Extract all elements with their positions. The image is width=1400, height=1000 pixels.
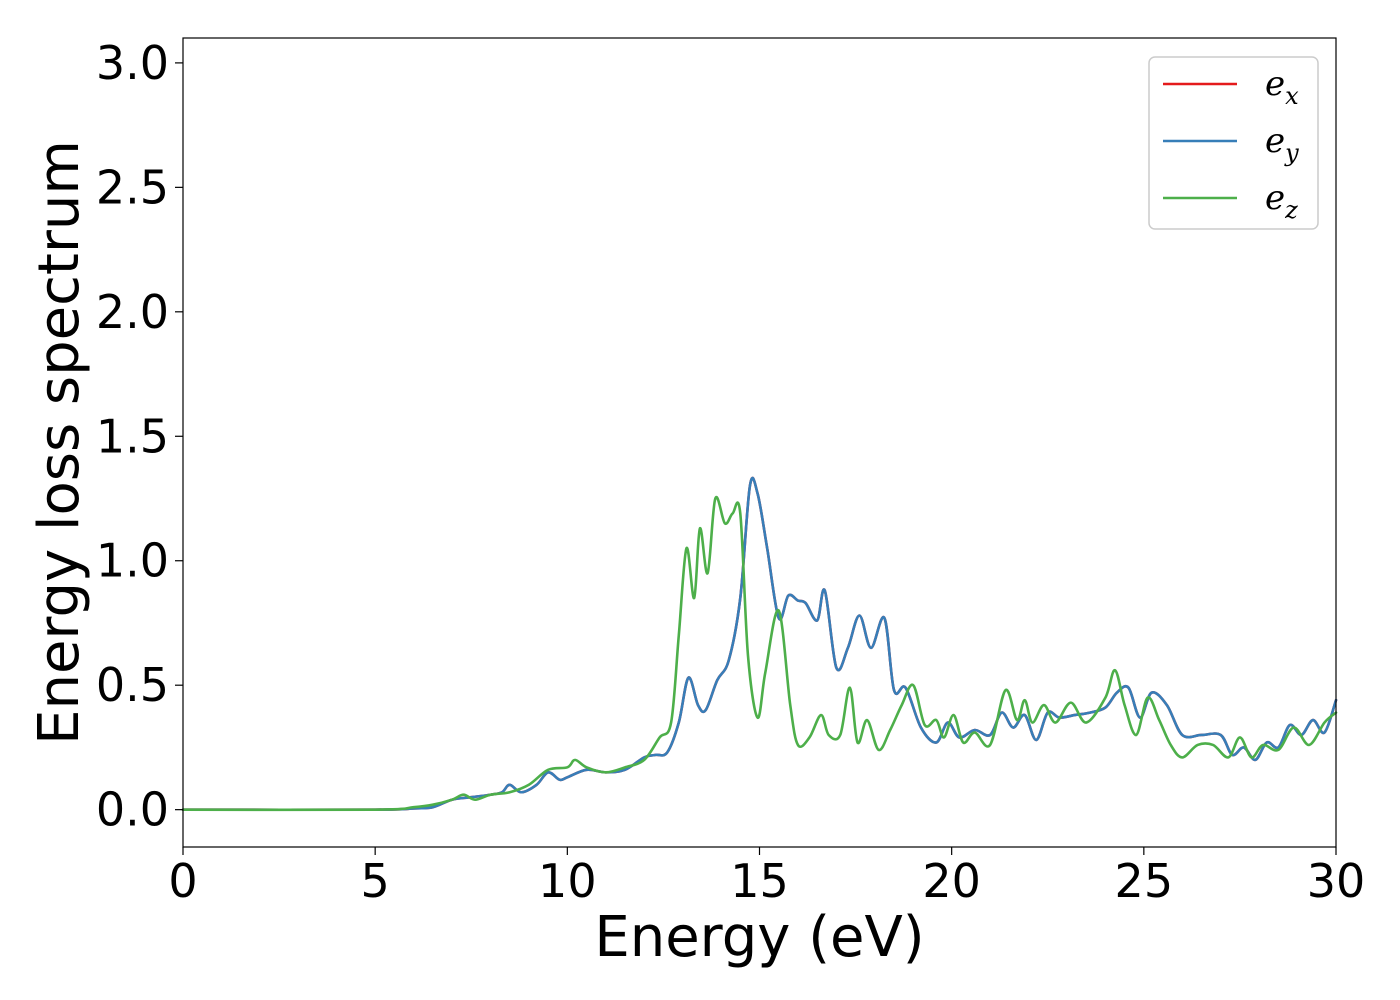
series-line-ex (181, 476, 1338, 812)
y-tick-label: 1.0 (96, 534, 169, 588)
legend-subscript: y (1284, 139, 1299, 167)
y-tick-label: 3.0 (96, 36, 169, 90)
plot-lines (181, 476, 1338, 812)
y-tick-label: 0.5 (96, 658, 169, 712)
y-tick-label: 2.5 (96, 160, 169, 214)
y-tick-label: 2.0 (96, 285, 169, 339)
y-tick-label: 0.0 (96, 783, 169, 837)
x-axis-title: Energy (eV) (594, 905, 924, 970)
x-axis: 0 5 10 15 20 25 30 (168, 847, 1365, 908)
y-axis-title: Energy loss spectrum (27, 140, 92, 745)
legend-subscript: x (1285, 82, 1299, 110)
x-tick-label: 20 (922, 854, 981, 908)
x-tick-label: 5 (361, 854, 390, 908)
x-tick-label: 25 (1115, 854, 1174, 908)
x-tick-label: 0 (168, 854, 197, 908)
legend-box (1148, 56, 1319, 230)
y-axis: 0.0 0.5 1.0 1.5 2.0 2.5 3.0 (96, 36, 183, 837)
series-line-ez (181, 495, 1338, 812)
series-line-ey (181, 476, 1338, 812)
x-tick-label: 30 (1307, 854, 1366, 908)
y-tick-label: 1.5 (96, 409, 169, 463)
x-tick-label: 15 (730, 854, 789, 908)
x-tick-label: 10 (538, 854, 597, 908)
legend-subscript: z (1284, 196, 1298, 224)
